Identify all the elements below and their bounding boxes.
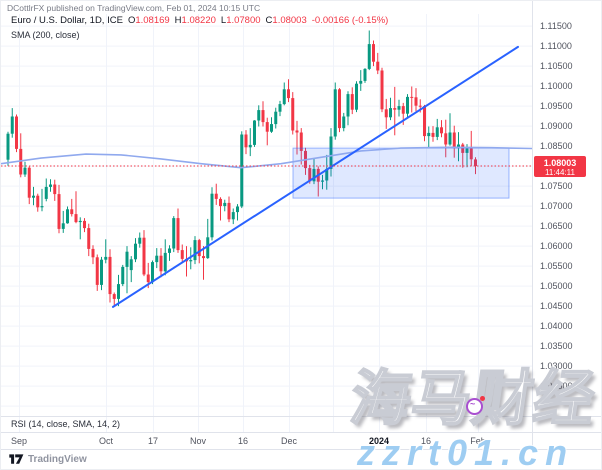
watermark-url: zzrt01.cn [357, 432, 575, 470]
watermark-logo-icon: ~ [466, 396, 485, 415]
price-tick-label: 1.08500 [540, 141, 573, 151]
candles-layer [6, 30, 477, 307]
time-axis[interactable]: Sep Oct 17 Nov 16 Dec 2024 16 Feb [1, 433, 532, 449]
price-tick-label: 1.11000 [540, 41, 572, 51]
change-value: -0.00166 (-0.15%) [311, 15, 389, 26]
price-tick-label: 1.07500 [540, 181, 573, 191]
price-tick-label: 1.03000 [540, 361, 573, 371]
symbol-legend-row[interactable]: Euro / U.S. Dollar, 1D, ICE O1.08169 H1.08… [11, 15, 388, 26]
tradingview-logo[interactable]: TradingView [9, 454, 87, 465]
ohlc-open-value: 1.08169 [135, 15, 170, 26]
price-tick-label: 1.10000 [540, 81, 573, 91]
ohlc-close-value: 1.08003 [272, 15, 307, 26]
price-tick-label: 1.04000 [540, 321, 573, 331]
price-tick-label: 1.02500 [540, 381, 573, 391]
price-tick-label: 1.05500 [540, 261, 573, 271]
ohlc-low-value: 1.07800 [226, 15, 261, 26]
ohlc-open-label: O [127, 15, 136, 26]
time-tick-label: Nov [189, 436, 207, 446]
symbol-title: Euro / U.S. Dollar, 1D, ICE [11, 15, 123, 26]
price-tick-label: 1.06000 [540, 241, 573, 251]
price-tick-label: 1.10500 [540, 61, 573, 71]
price-tick-label: 1.11500 [540, 21, 572, 31]
ohlc-values: O1.08169 H1.08220 L1.07800 C1.08003 [128, 15, 312, 26]
time-tick-label: Dec [280, 436, 298, 446]
price-tick-label: 1.03500 [540, 341, 573, 351]
price-tick-label: 1.09500 [540, 101, 573, 111]
bar-countdown: 11:44:11 [545, 168, 575, 177]
brand-text: TradingView [28, 454, 87, 465]
price-tick-label: 1.09000 [540, 121, 573, 131]
sma-legend-row[interactable]: SMA (200, close) [11, 30, 80, 40]
ohlc-high-value: 1.08220 [181, 15, 216, 26]
chart-canvas[interactable] [1, 1, 602, 450]
current-price-badge: 1.08003 11:44:11 [534, 156, 586, 177]
time-tick-label: 16 [420, 436, 432, 446]
tradingview-logo-icon [9, 454, 24, 464]
price-axis[interactable]: 1.08003 11:44:11 1.11500 1.11000 1.10500 1.… [533, 1, 601, 449]
time-tick-label: Feb [470, 436, 486, 446]
chart-legend: Euro / U.S. Dollar, 1D, ICE O1.08169 H1.08… [11, 15, 388, 40]
attribution-text: DCottlrFX published on TradingView.com, … [7, 3, 261, 13]
price-tick-label: 1.06500 [540, 221, 573, 231]
time-tick-label: Oct [98, 436, 114, 446]
ohlc-close-label: C [265, 15, 273, 26]
ohlc-low-label: L [220, 15, 227, 26]
price-tick-label: 1.07000 [540, 201, 573, 211]
time-tick-label: 2024 [368, 436, 390, 446]
time-tick-label: 17 [147, 436, 159, 446]
time-tick-label: 16 [237, 436, 249, 446]
price-tick-label: 1.04500 [540, 301, 573, 311]
support-zone-rectangle [292, 147, 510, 199]
ascending-trendline [112, 45, 519, 308]
price-tick-label: 1.05000 [540, 281, 573, 291]
rsi-pane-legend[interactable]: RSI (14, close, SMA, 14, 2) [11, 419, 121, 429]
ohlc-high-label: H [174, 15, 182, 26]
time-tick-label: Sep [10, 436, 28, 446]
current-price-value: 1.08003 [543, 157, 577, 168]
